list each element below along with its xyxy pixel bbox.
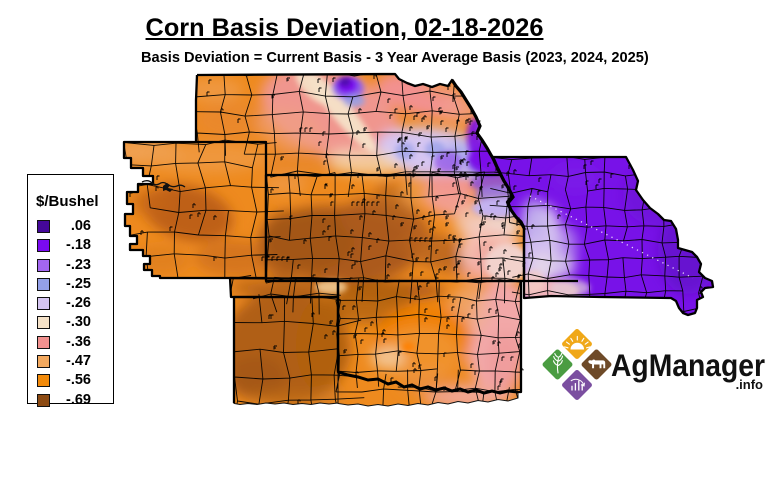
svg-text:AgManager: AgManager: [611, 347, 765, 383]
svg-text:.info: .info: [736, 377, 763, 392]
